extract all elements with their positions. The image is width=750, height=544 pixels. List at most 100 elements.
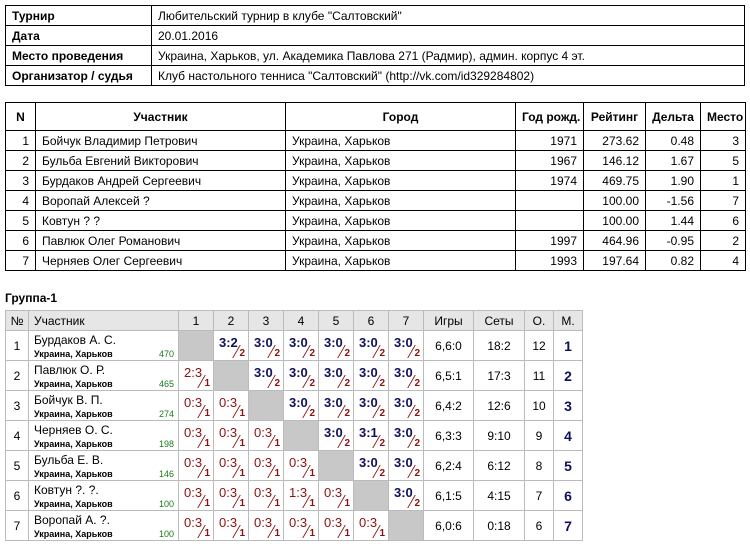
info-row: Дата 20.01.2016	[5, 25, 745, 46]
player-cell: Воропай Алексей ?	[35, 190, 286, 211]
player-cell: 1974	[515, 170, 584, 191]
player-cell: 1.44	[645, 210, 701, 231]
place: 5	[553, 450, 583, 481]
player-cell: 1967	[515, 150, 584, 171]
participant-name: Бурдаков А. С.	[34, 333, 116, 347]
group-row: 6 Ковтун ?. ?. Украина, Харьков 100 0:3 1 0:3 1…	[5, 480, 583, 511]
result-points: 1	[204, 408, 210, 419]
player-cell	[515, 210, 584, 231]
result-points: 2	[379, 438, 385, 449]
player-cell: 6	[5, 230, 36, 251]
result-cell: 0:3 1	[248, 450, 284, 481]
result-score: 0:3	[254, 515, 273, 530]
result-points: 2	[309, 378, 315, 389]
games: 6,6:0	[423, 330, 474, 361]
column-header: Сеты	[473, 310, 525, 331]
group-row: 7 Воропай А. ?. Украина, Харьков 100 0:3 1 0:3…	[5, 510, 583, 541]
result-points: 1	[239, 408, 245, 419]
result-score: 2:3	[184, 365, 203, 380]
result-points: 2	[414, 438, 420, 449]
sets: 6:12	[473, 450, 525, 481]
self-cell	[283, 420, 319, 451]
result-cell: 3:0 2	[283, 390, 319, 421]
row-number: 1	[5, 330, 29, 361]
points: 12	[524, 330, 554, 361]
result-cell: 0:3 1	[318, 510, 354, 541]
player-cell: 197.64	[583, 250, 646, 271]
result-points: 2	[309, 348, 315, 359]
result-cell: 0:3 1	[213, 390, 249, 421]
result-score: 0:3	[254, 455, 273, 470]
participant-name: Бульба Е. В.	[34, 453, 104, 467]
player-cell: 1	[700, 170, 746, 191]
points: 6	[524, 510, 554, 541]
column-header: 4	[283, 310, 319, 331]
result-cell: 3:0 2	[318, 420, 354, 451]
player-cell: 146.12	[583, 150, 646, 171]
result-cell: 0:3 1	[248, 480, 284, 511]
result-points: 1	[204, 438, 210, 449]
result-cell: 0:3 1	[178, 510, 214, 541]
result-cell: 0:3 1	[213, 420, 249, 451]
result-points: 1	[204, 498, 210, 509]
result-score: 0:3	[184, 395, 203, 410]
result-cell: 3:0 2	[248, 360, 284, 391]
info-label: Организатор / судья	[5, 65, 152, 86]
group-table: № Участник 1 2 3 4 5 6 7 Игры Сеты О. М. 1 Бурдаков А.…	[5, 310, 583, 541]
column-header: О.	[524, 310, 554, 331]
result-points: 1	[204, 378, 210, 389]
result-cell: 0:3 1	[178, 450, 214, 481]
info-label: Дата	[5, 25, 152, 46]
player-cell: 3	[5, 170, 36, 191]
group-row: 2 Павлюк О. Р. Украина, Харьков 465 2:3 1 3:0 2…	[5, 360, 583, 391]
info-value: Любительский турнир в клубе "Салтовский"	[151, 5, 745, 26]
result-cell: 3:0 2	[353, 450, 389, 481]
column-header: 5	[318, 310, 354, 331]
result-points: 2	[414, 498, 420, 509]
player-cell: 1	[5, 130, 36, 151]
column-header: 7	[388, 310, 424, 331]
player-cell: -1.56	[645, 190, 701, 211]
row-number: 6	[5, 480, 29, 511]
result-cell: 3:0 2	[353, 390, 389, 421]
column-header: Участник	[28, 310, 179, 331]
group-row: 5 Бульба Е. В. Украина, Харьков 146 0:3 1 0:3 1…	[5, 450, 583, 481]
column-header: Игры	[423, 310, 474, 331]
result-score: 3:2	[219, 335, 238, 350]
column-header: 6	[353, 310, 389, 331]
result-score: 0:3	[219, 485, 238, 500]
points: 8	[524, 450, 554, 481]
result-points: 2	[239, 348, 245, 359]
player-cell	[515, 190, 584, 211]
player-cell: 2	[5, 150, 36, 171]
sets: 17:3	[473, 360, 525, 391]
result-cell: 3:0 2	[388, 360, 424, 391]
result-cell: 3:1 2	[353, 420, 389, 451]
row-number: 4	[5, 420, 29, 451]
result-points: 2	[344, 408, 350, 419]
group-row: 1 Бурдаков А. С. Украина, Харьков 470 3:2 2 3:…	[5, 330, 583, 361]
player-cell: 6	[700, 210, 746, 231]
result-score: 0:3	[289, 515, 308, 530]
self-cell	[353, 480, 389, 511]
result-score: 3:0	[359, 395, 378, 410]
result-score: 3:0	[254, 365, 273, 380]
result-cell: 3:0 2	[388, 480, 424, 511]
players-table: N Участник Город Год рожд. Рейтинг Дельта Мест…	[5, 102, 746, 271]
player-cell: 3	[700, 130, 746, 151]
column-header: Место	[700, 102, 746, 131]
result-points: 2	[344, 438, 350, 449]
player-row: 6 Павлюк Олег Романович Украина, Харьков 19…	[5, 230, 746, 251]
games: 6,3:3	[423, 420, 474, 451]
player-cell: 1993	[515, 250, 584, 271]
player-cell: 2	[700, 230, 746, 251]
participant-name: Бойчук В. П.	[34, 393, 103, 407]
result-cell: 0:3 1	[248, 420, 284, 451]
result-score: 3:0	[394, 365, 413, 380]
result-points: 1	[344, 498, 350, 509]
result-points: 2	[274, 378, 280, 389]
result-cell: 3:0 2	[388, 330, 424, 361]
result-score: 3:0	[254, 335, 273, 350]
column-header: Участник	[35, 102, 286, 131]
